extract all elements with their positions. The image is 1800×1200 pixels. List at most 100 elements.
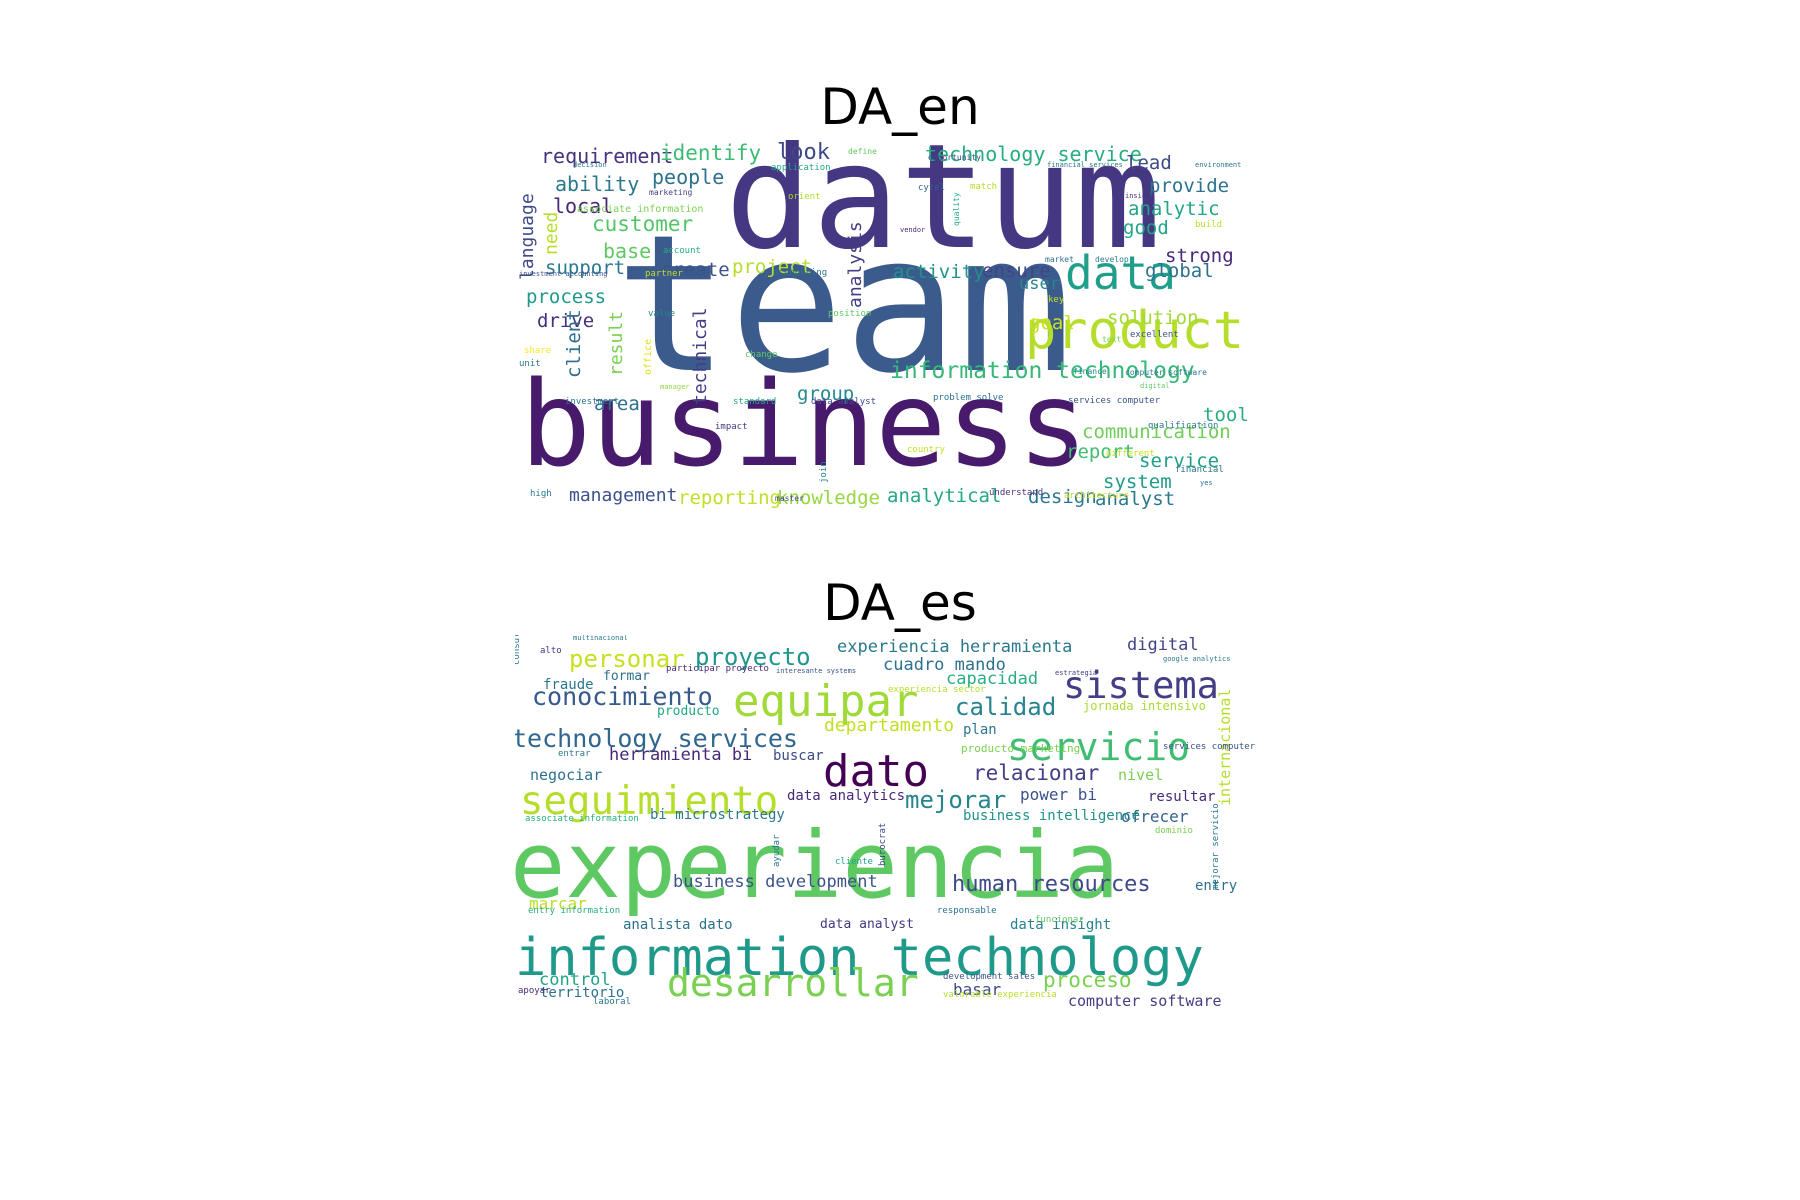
word: goal [1029,312,1075,334]
word: multinacional [573,635,628,642]
word: development sales [943,972,1036,982]
word: value [648,309,676,319]
word: financial services [1047,161,1123,169]
word: services computer [1068,396,1161,406]
word: producto marketing [961,742,1081,755]
word: associate information [525,814,639,824]
word: information technology [890,358,1195,384]
word: data insight [1010,917,1112,933]
wordcloud-es: experiencia information technology dato ser… [515,635,1345,1030]
word: producto [657,704,720,719]
word: computer software [1068,992,1222,1010]
word: information technology [515,928,1204,988]
word: experiencia herramienta [837,637,1073,657]
word: bi microstrategy [650,807,785,823]
word: look [777,140,830,165]
word: qualification [1148,421,1219,431]
word: associate information [577,204,704,215]
word: cuadro mando [883,655,1006,675]
word: process [526,286,607,308]
word: fraude [543,677,594,693]
word: services computer [1163,742,1256,752]
word: capacidad [946,669,1039,689]
word: consultor data [515,635,522,665]
word: unit [519,359,541,369]
word: report [1066,441,1135,463]
word: plan [963,722,997,738]
word: marketing [649,188,693,197]
word: google analytics [1163,655,1231,663]
word: account [663,246,701,256]
word: country [907,445,945,455]
word: apoyar [518,986,551,996]
word: ability [555,172,640,196]
word: communication [1082,421,1231,443]
word: control [539,970,611,990]
word: analyst [1095,488,1176,510]
word: design [1028,486,1097,508]
word: problem solve [933,393,1004,403]
word: solution [1107,307,1199,329]
word: valorable experiencia [943,990,1057,1000]
word: need [541,211,562,255]
word: architecture [1064,491,1130,501]
word: lead [1126,152,1172,174]
word: mejorar [905,786,1007,814]
word: business development [673,872,878,892]
word: departamento [824,715,955,736]
word: data analytics [787,788,906,804]
word: data [1065,246,1176,300]
word: dato [823,746,929,797]
word: cliente [835,857,873,867]
word: partner [645,269,683,279]
word: basar [953,980,1002,999]
wordcloud-title-en: DA_en [820,78,980,136]
word: jornada intensivo [1083,699,1206,713]
word: different [1106,449,1155,459]
word: manager [660,383,690,391]
word: market [1045,255,1074,264]
word: cytel [918,183,946,193]
word: user [1019,274,1060,294]
word: proyecto [695,643,811,671]
word: sistema [1063,664,1219,707]
word: drive [537,310,595,332]
word: experiencia [515,812,1120,919]
word: support [545,257,626,279]
word: orient [788,192,821,202]
word: office [643,338,654,375]
word: analista dato [623,917,733,933]
word: desarrollar [667,961,919,1005]
word: investment accounting [519,270,608,278]
word: build [1195,220,1223,230]
word: technology service [925,142,1142,166]
word: text [1102,335,1122,344]
word: investment [565,397,620,407]
word: master [775,494,804,503]
word: datum [725,140,1162,282]
word: knowledge [777,487,880,509]
word: group [797,383,855,405]
word: identify [660,141,762,165]
word: entry [1195,878,1238,894]
word: understand [989,488,1044,498]
word: experiencia sector [888,685,986,695]
word: interesante systems [776,667,857,675]
word: business intelligence [963,808,1141,824]
word: global [1145,260,1214,282]
word: management [569,485,678,506]
word: technology services [515,724,798,753]
word: provide [1149,175,1230,197]
word: ayudar [772,834,782,867]
word: customer [592,212,694,236]
word: funcionar [1035,915,1084,925]
word: define [848,147,877,156]
word: data analyst [820,917,914,932]
word: position [828,309,872,319]
word: standard [733,397,777,407]
word: negociar [530,766,603,784]
word: opportunity [928,153,981,162]
word: analytic [1128,198,1220,220]
word: team [615,194,1073,415]
word: territorio [540,985,625,1001]
